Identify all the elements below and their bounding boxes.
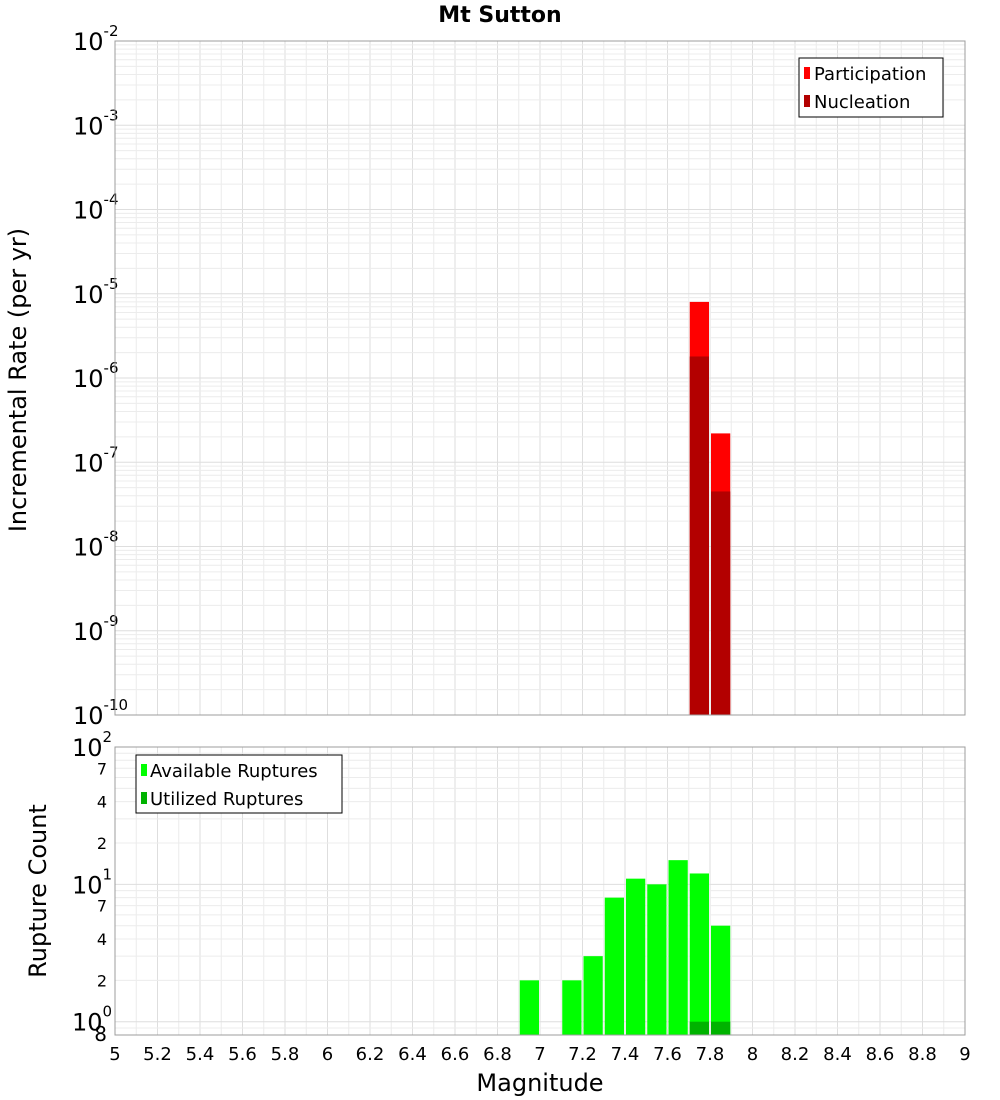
top-y-tick-label: 10-8: [73, 528, 119, 562]
x-axis-label: Magnitude: [476, 1069, 603, 1097]
bottom-bar-available-ruptures: [562, 980, 582, 1035]
bottom-plot-grid: [114, 747, 966, 1036]
top-y-tick-label: 10-3: [73, 106, 119, 140]
legend-label-utilized-ruptures: Utilized Ruptures: [150, 789, 303, 810]
legend-swatch-participation: [804, 67, 810, 79]
top-y-tick-label: 10-10: [73, 696, 128, 730]
x-tick-label: 6.2: [356, 1044, 385, 1065]
bottom-y-minor-tick-label: 2: [97, 971, 107, 990]
bottom-bar-available-ruptures: [689, 873, 709, 1035]
bottom-plot-frame: [114, 746, 966, 1036]
bottom-y-minor-tick-label: 7: [97, 897, 107, 916]
legend-label-participation: Participation: [814, 64, 926, 85]
bottom-y-minor-tick-label: 4: [97, 793, 107, 812]
x-tick-label: 8.6: [866, 1044, 895, 1065]
top-plot-legend: Participation Nucleation: [798, 57, 944, 118]
x-tick-label: 6.6: [441, 1044, 470, 1065]
x-tick-label: 7: [534, 1044, 545, 1065]
top-y-tick-label: 10-2: [73, 22, 119, 56]
bottom-y-tick-label: 102: [72, 728, 112, 762]
top-y-tick-label: 10-6: [73, 359, 119, 393]
top-y-tick-label: 10-9: [73, 612, 119, 646]
top-plot-frame: [114, 40, 966, 716]
x-tick-label: 5.6: [228, 1044, 257, 1065]
x-tick-label: 5: [109, 1044, 120, 1065]
top-y-tick-label: 10-7: [73, 443, 119, 477]
bottom-plot-bars: [519, 860, 731, 1035]
x-tick-label: 6.8: [483, 1044, 512, 1065]
bottom-y-minor-tick-label: 2: [97, 834, 107, 853]
x-tick-label: 6: [322, 1044, 333, 1065]
bottom-plot-y-ticks: 100 101 102 8 2 4 7 2 4 7: [72, 728, 112, 1046]
x-axis-ticks: 5 5.2 5.4 5.6 5.8 6 6.2 6.4 6.6 6.8 7 7.2 7.4 7.6 7.8 8…: [109, 1044, 970, 1065]
bottom-y-minor-tick-label: 8: [94, 1022, 107, 1046]
bottom-y-minor-tick-label: 7: [97, 759, 107, 778]
x-tick-label: 8: [747, 1044, 758, 1065]
top-y-tick-label: 10-5: [73, 275, 119, 309]
bottom-bar-available-ruptures: [711, 925, 731, 1035]
bottom-y-tick-label: 100: [72, 1003, 112, 1037]
x-tick-label: 7.4: [611, 1044, 640, 1065]
bottom-bar-available-ruptures: [668, 860, 688, 1035]
bottom-plot-y-axis-label: Rupture Count: [24, 804, 52, 978]
x-tick-label: 7.2: [568, 1044, 597, 1065]
bottom-bar-available-ruptures: [626, 878, 646, 1035]
bottom-bar-utilized-ruptures: [711, 1021, 731, 1035]
top-plot-y-ticks: 10-10 10-9 10-8 10-7 10-6 10-5 10-4 10-3 10-2: [73, 22, 128, 730]
bottom-bar-utilized-ruptures: [689, 1021, 709, 1035]
top-bar-nucleation: [711, 491, 731, 715]
legend-swatch-utilized-ruptures: [141, 792, 147, 804]
legend-label-nucleation: Nucleation: [814, 92, 910, 113]
bottom-bar-available-ruptures: [583, 956, 603, 1035]
x-tick-label: 8.2: [781, 1044, 810, 1065]
x-tick-label: 7.8: [696, 1044, 725, 1065]
x-tick-label: 8.8: [908, 1044, 937, 1065]
bottom-y-tick-label: 101: [72, 865, 112, 899]
chart-title: Mt Sutton: [438, 3, 561, 28]
x-tick-label: 8.4: [823, 1044, 852, 1065]
legend-label-available-ruptures: Available Ruptures: [150, 761, 318, 782]
legend-swatch-nucleation: [804, 95, 810, 107]
top-plot-y-axis-label: Incremental Rate (per yr): [4, 228, 32, 532]
bottom-bar-available-ruptures: [604, 897, 624, 1035]
legend-swatch-available-ruptures: [141, 764, 147, 776]
bottom-bar-available-ruptures: [519, 980, 539, 1035]
x-tick-label: 7.6: [653, 1044, 682, 1065]
top-y-tick-label: 10-4: [73, 191, 119, 225]
x-tick-label: 5.2: [143, 1044, 172, 1065]
x-tick-label: 6.4: [398, 1044, 427, 1065]
bottom-bar-available-ruptures: [647, 884, 667, 1035]
x-tick-label: 5.8: [271, 1044, 300, 1065]
bottom-plot-legend: Available Ruptures Utilized Ruptures: [135, 754, 343, 814]
top-plot-grid: [114, 41, 966, 716]
bottom-y-minor-tick-label: 4: [97, 930, 107, 949]
top-bar-nucleation: [689, 356, 709, 715]
top-plot-bars: [689, 301, 731, 715]
x-tick-label: 9: [959, 1044, 970, 1065]
x-tick-label: 5.4: [186, 1044, 215, 1065]
